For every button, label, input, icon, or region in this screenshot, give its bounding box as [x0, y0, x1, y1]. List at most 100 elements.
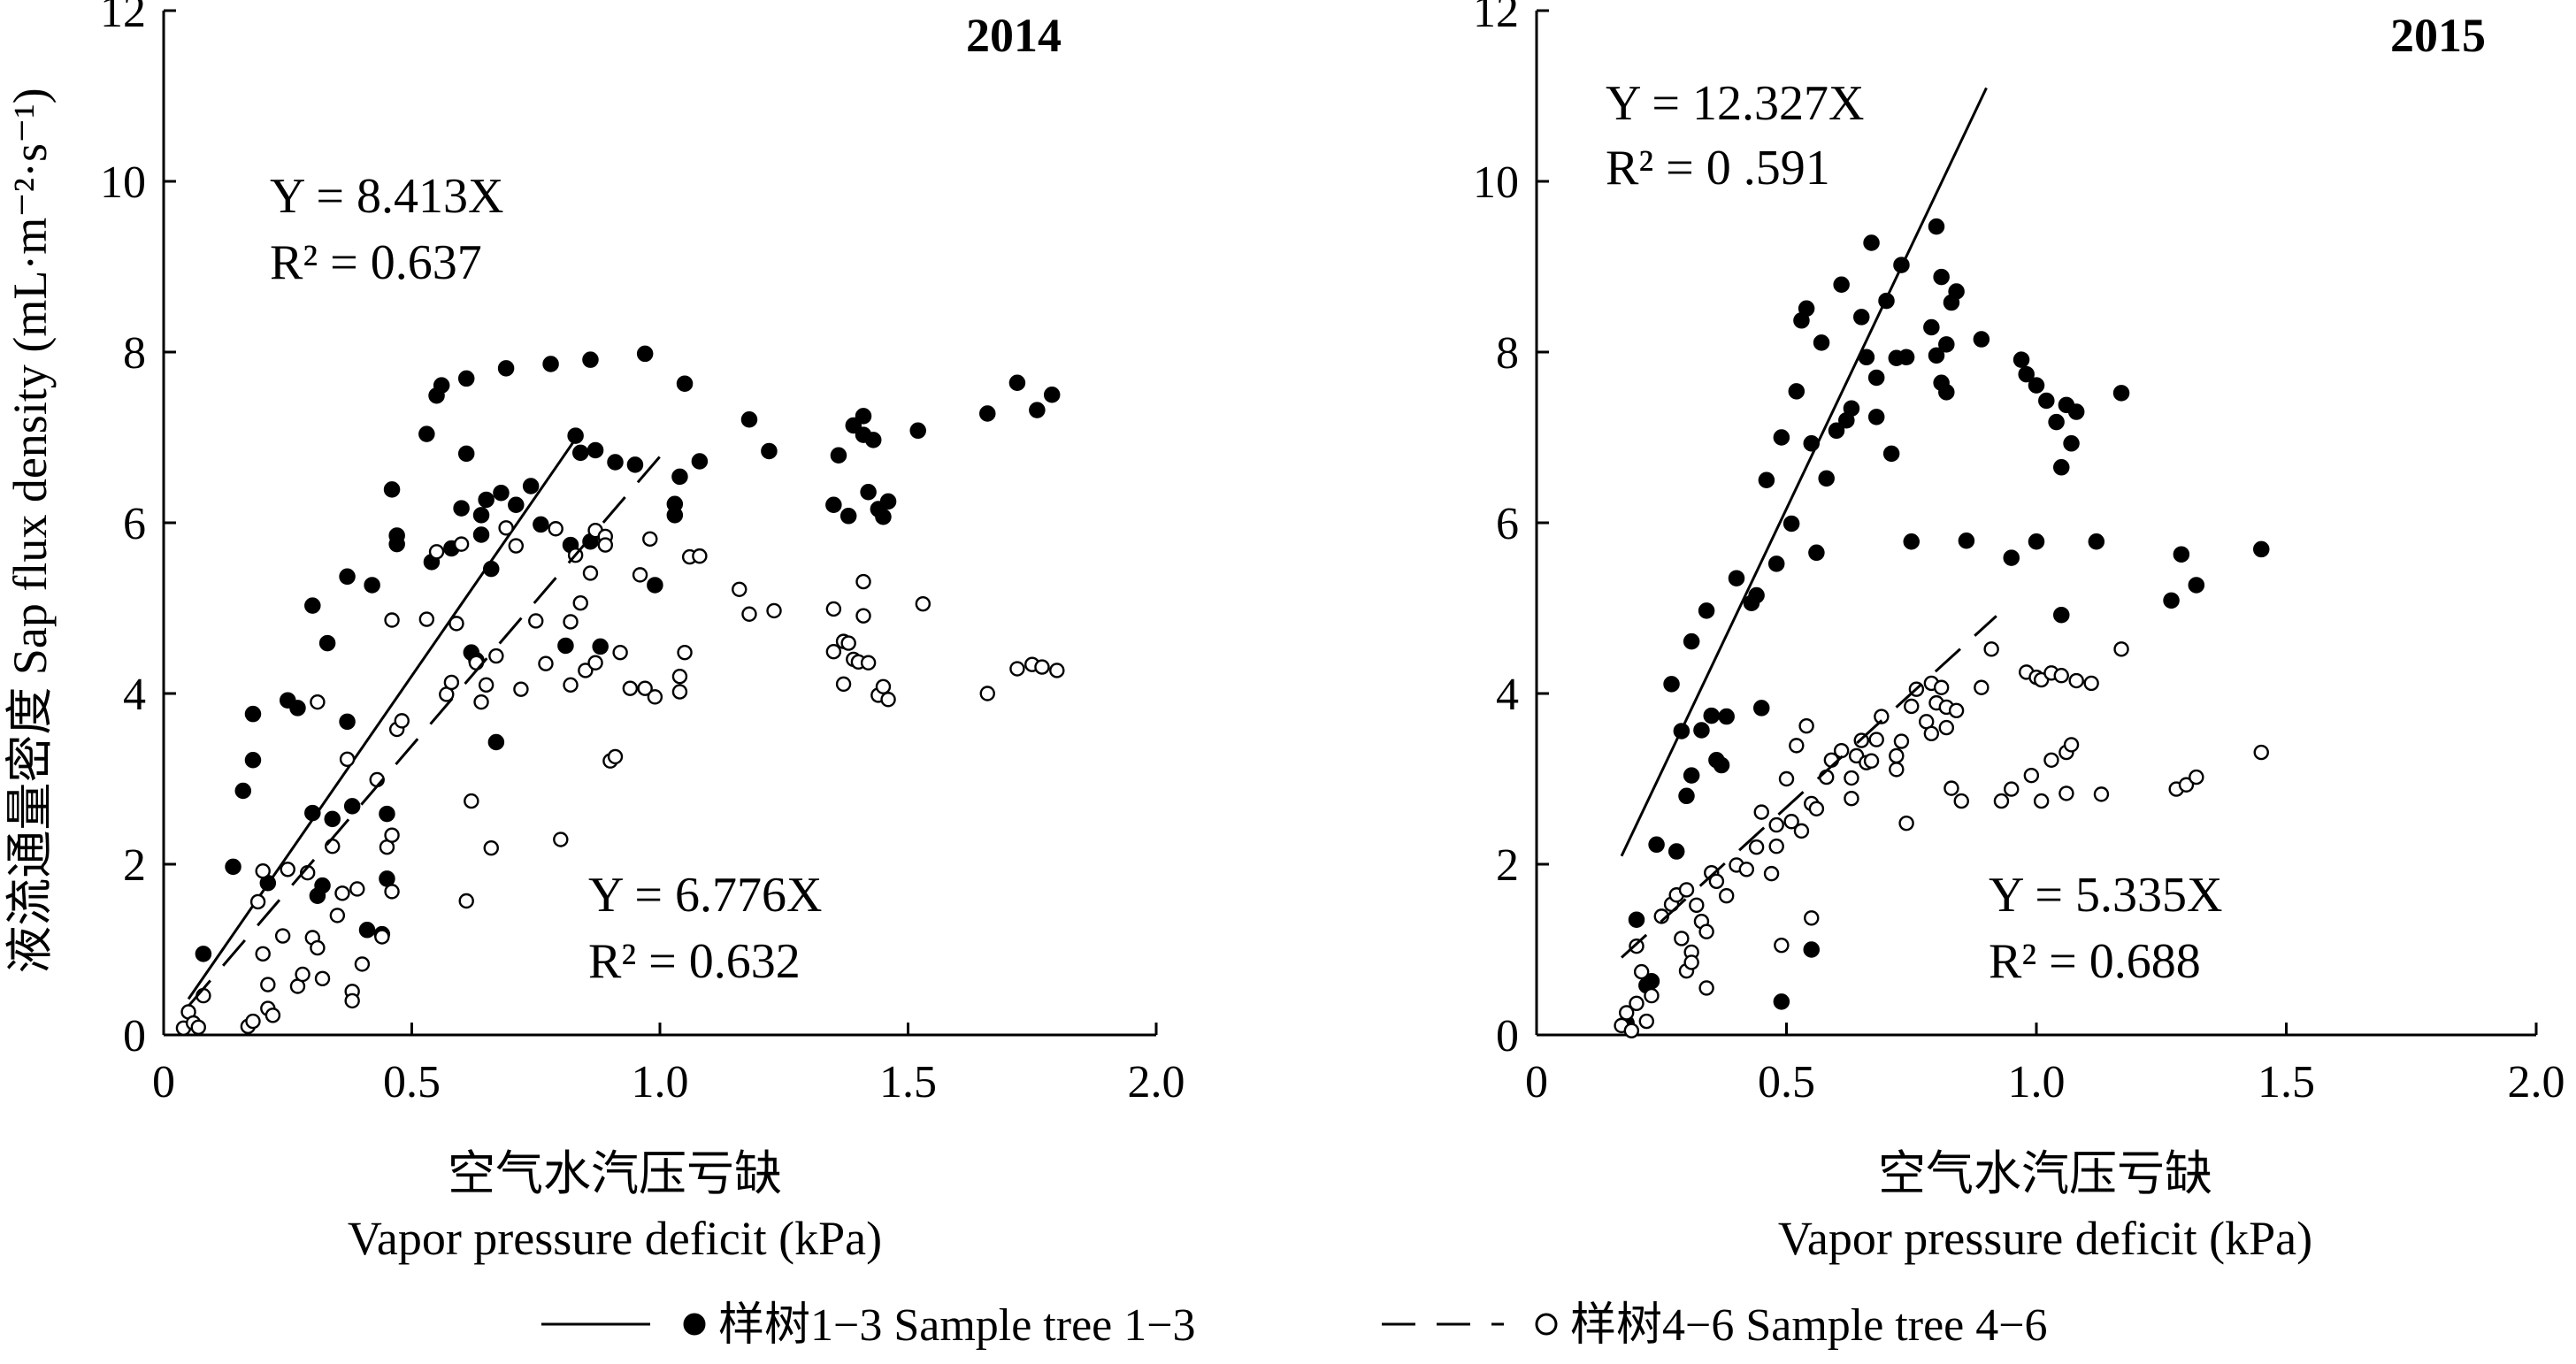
data-point-open — [245, 1013, 261, 1030]
data-point-open — [2178, 777, 2195, 793]
data-point-filled — [225, 858, 242, 876]
data-point-open — [384, 612, 400, 628]
data-point-open — [875, 678, 892, 694]
data-point-open — [1638, 1013, 1655, 1030]
y-tick-label: 10 — [1473, 157, 1519, 208]
x-tick-label: 1.5 — [2258, 1057, 2315, 1107]
data-point-open — [1618, 1005, 1635, 1021]
panel-2014: 0 2 4 6 8 10 12 0 0.5 1.0 1.5 2.0 2014 空气水汽压亏缺 Vapo… — [100, 0, 1185, 1265]
data-point-open — [1698, 980, 1714, 996]
data-point-filled — [1693, 722, 1710, 739]
data-point-filled — [1867, 369, 1885, 387]
y-tick-label: 0 — [1496, 1011, 1519, 1061]
data-point-open — [310, 693, 326, 710]
data-point-filled — [1798, 300, 1815, 318]
data-point-open — [2113, 641, 2129, 657]
data-point-filled — [860, 484, 877, 501]
data-point-filled — [1703, 707, 1720, 724]
data-point-open — [295, 966, 310, 983]
data-point-open — [478, 677, 494, 693]
data-point-open — [428, 544, 445, 560]
data-point-open — [578, 663, 594, 678]
data-point-open — [840, 635, 856, 651]
data-point-filled — [571, 444, 589, 462]
data-point-open — [1698, 923, 1714, 939]
panel-title-2014: 2014 — [966, 9, 1062, 62]
data-point-filled — [418, 425, 435, 442]
data-point-filled — [979, 405, 996, 422]
data-point-filled — [1863, 234, 1880, 251]
data-point-open — [1683, 954, 1699, 970]
data-point-open — [1778, 770, 1795, 787]
data-point-filled — [864, 432, 882, 448]
data-point-filled — [358, 922, 376, 939]
data-point-filled — [472, 507, 490, 524]
data-point-filled — [478, 491, 494, 509]
data-point-open — [671, 669, 688, 685]
data-point-filled — [314, 877, 331, 894]
plot-area-2014: 0 2 4 6 8 10 12 0 0.5 1.0 1.5 2.0 — [100, 0, 1185, 1107]
data-point-open — [280, 862, 295, 877]
data-point-filled — [875, 508, 892, 525]
data-point-open — [1904, 698, 1920, 715]
data-point-open — [1923, 725, 1940, 742]
data-point-open — [572, 595, 588, 611]
y-tick-label: 8 — [1496, 328, 1519, 379]
fit-equation-series2-2015: Y = 5.335X — [1989, 868, 2222, 923]
data-point-open — [1763, 865, 1780, 882]
y-tick-label: 2 — [1496, 840, 1519, 891]
data-point-open — [2033, 793, 2050, 809]
data-point-open — [1678, 882, 1695, 898]
data-point-filled — [1683, 632, 1700, 650]
data-point-open — [1629, 938, 1644, 954]
data-point-filled — [304, 597, 321, 614]
data-point-open — [612, 644, 628, 661]
data-point-filled — [2028, 533, 2045, 550]
data-point-filled — [1773, 993, 1790, 1010]
data-point-filled — [740, 410, 758, 428]
y-tick-label: 6 — [1496, 499, 1519, 549]
data-point-open — [607, 748, 624, 765]
data-point-filled — [1833, 276, 1850, 294]
data-point-open — [1718, 888, 1735, 904]
data-point-filled — [761, 442, 778, 460]
data-point-open — [622, 680, 639, 696]
panel-2015: 0 2 4 6 8 10 12 0 0.5 1.0 1.5 2.0 2015 空气水汽压亏缺 Vapo… — [1473, 0, 2565, 1265]
data-point-open — [1793, 823, 1810, 839]
data-point-open — [1748, 839, 1765, 855]
data-point-open — [1623, 1023, 1640, 1038]
data-point-filled — [626, 456, 644, 473]
data-point-open — [766, 602, 782, 619]
y-tick-label: 12 — [1473, 0, 1519, 37]
data-point-filled — [1753, 700, 1770, 716]
data-point-open — [473, 693, 489, 710]
data-point-open — [1889, 762, 1905, 778]
data-point-open — [354, 956, 371, 972]
y-tick-label: 12 — [100, 0, 146, 37]
data-point-filled — [1958, 533, 1975, 549]
y-axis-title: 液流通量密度 Sap flux density (mL·m⁻²·s⁻¹) — [4, 88, 57, 973]
data-point-open — [1644, 987, 1660, 1004]
fit-line-solid — [1620, 87, 1988, 857]
data-point-filled — [636, 345, 654, 363]
y-tick-label: 6 — [123, 499, 146, 549]
data-point-open — [825, 644, 842, 660]
data-point-open — [1898, 815, 1914, 831]
data-point-open — [255, 863, 271, 879]
data-point-open — [190, 1019, 206, 1036]
data-point-filled — [542, 356, 559, 372]
data-point-open — [264, 1008, 281, 1023]
data-point-filled — [1828, 422, 1845, 440]
panel-title-2015: 2015 — [2390, 9, 2486, 62]
data-point-open — [1629, 995, 1644, 1011]
x-tick-label: 0.5 — [383, 1057, 441, 1107]
data-point-open — [548, 521, 564, 537]
data-point-open — [741, 606, 757, 622]
data-point-open — [1844, 770, 1859, 786]
data-point-filled — [2012, 351, 2030, 368]
data-point-open — [1674, 931, 1690, 946]
data-point-open — [325, 839, 341, 854]
x-tick-label: 1.0 — [2008, 1057, 2066, 1107]
x-axis-title-cn-2014: 空气水汽压亏缺 — [448, 1147, 782, 1200]
